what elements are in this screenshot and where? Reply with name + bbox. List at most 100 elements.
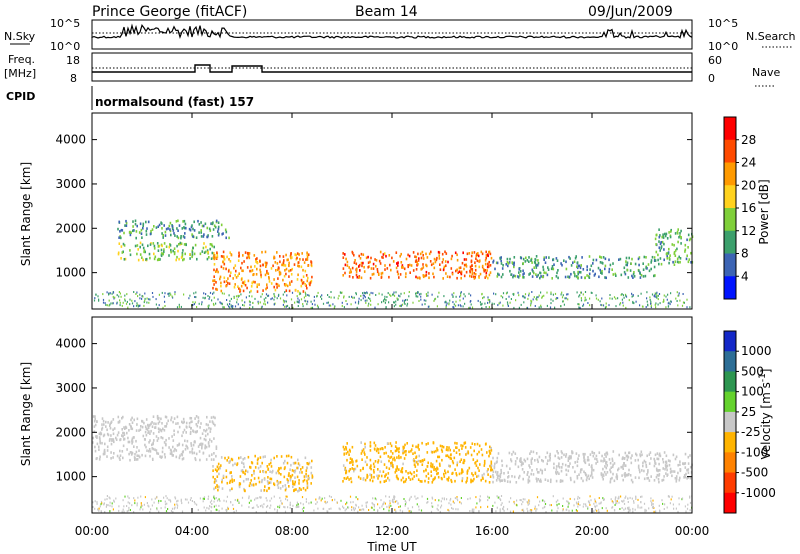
velocity-ground-cell [476, 502, 478, 505]
power-cell [188, 227, 191, 231]
power-cell [463, 274, 466, 278]
power-cell [450, 257, 453, 261]
velocity-cell [542, 459, 544, 463]
power-cell [634, 262, 637, 266]
power-cell [445, 272, 447, 275]
velocity-cell [351, 445, 354, 449]
power-cell [302, 268, 304, 272]
velocity-ground-cell [255, 511, 257, 513]
power-cell [650, 267, 652, 271]
velocity-cell [435, 459, 438, 463]
power-cell [489, 271, 492, 274]
velocity-ground-cell [494, 501, 496, 504]
power-ground-cell [215, 302, 217, 305]
power-ground-cell [651, 293, 654, 296]
velocity-cell [402, 449, 404, 453]
velocity-cell [199, 458, 201, 462]
velocity-cell [270, 477, 273, 481]
power-cell [306, 286, 308, 290]
velocity-cell [126, 431, 128, 435]
velocity-cell [294, 470, 296, 474]
power-cell [120, 257, 122, 260]
velocity-cell [394, 458, 396, 462]
power-cell [290, 273, 293, 276]
power-cell [385, 254, 387, 258]
velocity-ground-cell [621, 500, 623, 503]
power-cell [163, 242, 166, 245]
power-ground-cell [417, 295, 419, 298]
power-cell [546, 273, 549, 277]
power-cell [132, 229, 134, 233]
velocity-cell [195, 430, 198, 434]
power-cell [240, 284, 243, 288]
power-cell [687, 260, 690, 264]
velocity-cell [346, 476, 349, 479]
power-cell [513, 261, 515, 265]
velocity-ground-cell [426, 501, 428, 504]
velocity-ground-cell [331, 499, 333, 501]
velocity-cell [416, 469, 418, 472]
power-cell [367, 265, 369, 269]
velocity-cell [304, 456, 307, 460]
velocity-cell [423, 458, 426, 461]
velocity-cell [669, 459, 671, 463]
velocity-ground-cell [625, 495, 627, 498]
velocity-cell [555, 472, 558, 476]
velocity-ground-cell [218, 509, 220, 512]
power-cell [249, 269, 251, 273]
velocity-ground-cell [550, 504, 552, 507]
power-ground-cell [528, 294, 530, 297]
power-cell [216, 288, 218, 291]
power-ground-cell [677, 304, 679, 307]
x-tick-label: 08:00 [275, 524, 310, 538]
power-ground-cell [389, 293, 391, 296]
power-cell [210, 243, 213, 246]
power-cell [213, 268, 215, 272]
power-ground-cell [562, 300, 564, 303]
velocity-cell [530, 450, 532, 453]
power-ground-cell [106, 304, 108, 307]
power-cell [535, 255, 538, 258]
velocity-cell [402, 445, 404, 449]
power-cell [674, 232, 677, 235]
velocity-ground-cell [619, 508, 621, 510]
power-cell [598, 275, 600, 279]
velocity-cell [647, 476, 650, 480]
velocity-cell [689, 476, 692, 480]
velocity-ground-cell [432, 505, 434, 508]
velocity-cell [433, 465, 435, 469]
velocity-colorbar-segment [724, 351, 736, 372]
velocity-cell [149, 423, 151, 427]
power-cell [663, 258, 665, 262]
power-ground-cell [491, 302, 493, 305]
power-ground-cell [121, 304, 123, 307]
velocity-ground-cell [610, 498, 612, 501]
velocity-cell [290, 475, 292, 479]
velocity-ground-cell [372, 497, 374, 500]
velocity-cell [530, 458, 533, 462]
power-cell [470, 267, 472, 271]
velocity-cell [395, 441, 397, 444]
velocity-ground-cell [128, 509, 130, 512]
velocity-cell [133, 456, 136, 459]
power-cell [311, 275, 313, 279]
velocity-cell [253, 477, 256, 480]
velocity-cell [529, 466, 531, 469]
velocity-ground-cell [641, 506, 643, 509]
velocity-cell [139, 428, 142, 431]
velocity-colorbar-segment [724, 452, 736, 474]
power-ground-cell [434, 297, 437, 300]
power-cell [220, 255, 223, 258]
velocity-ground-cell [623, 499, 625, 502]
power-ground-cell [207, 295, 209, 297]
power-cell [173, 251, 176, 254]
power-ground-cell [217, 298, 219, 301]
power-cell [375, 259, 378, 262]
power-cell [500, 256, 502, 259]
velocity-ground-cell [673, 507, 675, 510]
velocity-cell [665, 472, 667, 475]
power-cell [430, 263, 433, 267]
power-cell [129, 233, 132, 237]
velocity-ground-cell [176, 500, 178, 503]
velocity-ground-cell [542, 499, 544, 502]
